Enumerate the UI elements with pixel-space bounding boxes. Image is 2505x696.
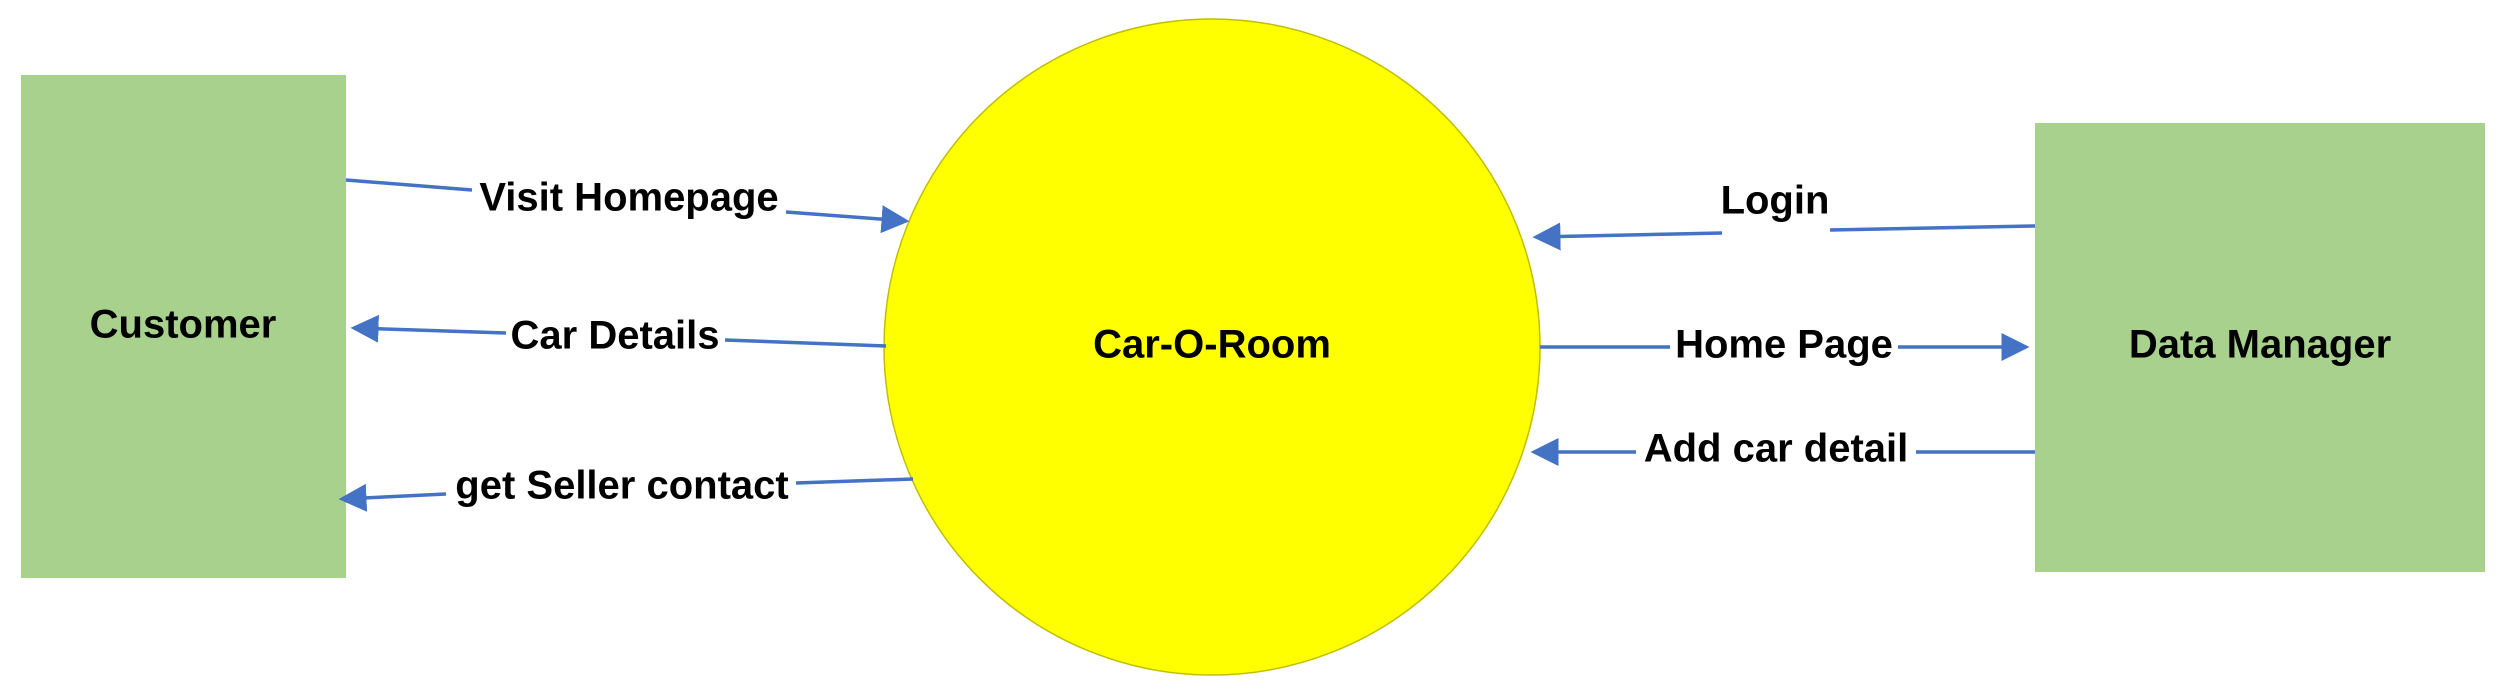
flow-get-seller-contact: get Seller contact — [338, 464, 914, 512]
flow-home-page-label: Home Page — [1675, 323, 1893, 367]
flow-get-seller-contact-line-end — [338, 483, 447, 512]
data-manager-entity[interactable]: Data Manager — [2035, 123, 2485, 572]
flow-car-details: Car Details — [350, 314, 887, 358]
car-o-room-process[interactable]: Car-O-Room — [883, 18, 1541, 676]
flow-get-seller-contact-label: get Seller contact — [455, 464, 788, 508]
customer-entity[interactable]: Customer — [21, 75, 346, 578]
flow-get-seller-contact-line-start — [795, 477, 914, 485]
flow-login-label: Login — [1721, 179, 1830, 223]
customer-box[interactable] — [21, 75, 346, 578]
flow-add-car-detail-label: Add car detail — [1644, 427, 1909, 471]
flow-home-page: Home Page — [1540, 323, 2030, 367]
flow-visit-homepage-line-start — [345, 178, 473, 192]
flow-login: Login — [1532, 179, 2036, 251]
flow-car-details-label: Car Details — [511, 314, 720, 358]
customer-label: Customer — [90, 303, 277, 347]
flow-visit-homepage: Visit Homepage — [345, 176, 910, 234]
flow-visit-homepage-label: Visit Homepage — [479, 176, 778, 220]
data-manager-label: Data Manager — [2129, 323, 2391, 367]
flow-add-car-detail: Add car detail — [1530, 427, 2035, 471]
flow-login-line-start — [1829, 224, 2036, 232]
flow-login-line-end — [1532, 222, 1723, 251]
flow-car-details-line-start — [724, 338, 887, 348]
data-manager-box[interactable] — [2035, 123, 2485, 572]
flow-car-details-line-end — [350, 314, 507, 343]
process-label: Car-O-Room — [1093, 323, 1331, 367]
flow-visit-homepage-line-end — [785, 205, 910, 234]
